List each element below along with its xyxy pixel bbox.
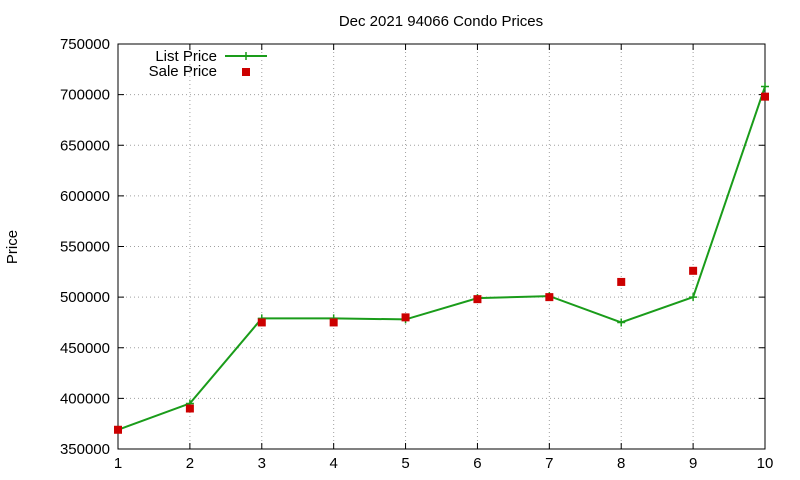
sale-price-point xyxy=(761,92,769,101)
y-tick-label: 750000 xyxy=(60,36,110,53)
x-tick-label: 8 xyxy=(617,455,625,472)
sale-price-point xyxy=(473,295,482,304)
y-tick-label: 350000 xyxy=(60,441,110,458)
y-tick-label: 550000 xyxy=(60,239,110,256)
legend-label-list-price: List Price xyxy=(155,48,217,65)
sale-price-point xyxy=(185,404,194,413)
legend-marker-list-price xyxy=(242,52,250,60)
sale-price-point xyxy=(545,293,554,302)
list-price-line xyxy=(117,86,766,431)
sale-price-point xyxy=(401,313,410,322)
legend-marker-sale-price xyxy=(242,68,250,76)
axis-ticks: 350000 400000 450000 500000 550000 600000 6500… xyxy=(60,36,773,472)
y-tick-label: 700000 xyxy=(60,87,110,104)
y-tick-label: 600000 xyxy=(60,188,110,205)
list-price-point xyxy=(689,293,698,302)
x-tick-label: 7 xyxy=(545,455,553,472)
x-tick-label: 10 xyxy=(757,455,774,472)
chart-title: Dec 2021 94066 Condo Prices xyxy=(339,13,543,30)
legend-label-sale-price: Sale Price xyxy=(149,63,217,80)
y-tick-label: 450000 xyxy=(60,340,110,357)
sale-price-point xyxy=(114,425,122,434)
x-tick-label: 9 xyxy=(689,455,697,472)
y-tick-label: 500000 xyxy=(60,289,110,306)
x-tick-label: 3 xyxy=(258,455,266,472)
y-tick-label: 400000 xyxy=(60,390,110,407)
y-axis-label: Price xyxy=(4,230,21,264)
sale-price-point xyxy=(257,318,266,327)
grid-lines xyxy=(118,44,765,449)
x-tick-label: 1 xyxy=(114,455,122,472)
x-tick-label: 2 xyxy=(186,455,194,472)
x-tick-label: 5 xyxy=(401,455,409,472)
x-tick-label: 6 xyxy=(473,455,481,472)
sale-price-point xyxy=(689,266,698,275)
sale-price-point xyxy=(617,277,626,286)
list-price-point xyxy=(617,318,626,327)
sale-price-point xyxy=(329,318,338,327)
x-tick-label: 4 xyxy=(329,455,337,472)
series-layer xyxy=(114,82,769,434)
y-tick-label: 650000 xyxy=(60,137,110,154)
plot-frame xyxy=(117,43,766,450)
list-price-point xyxy=(761,82,769,91)
